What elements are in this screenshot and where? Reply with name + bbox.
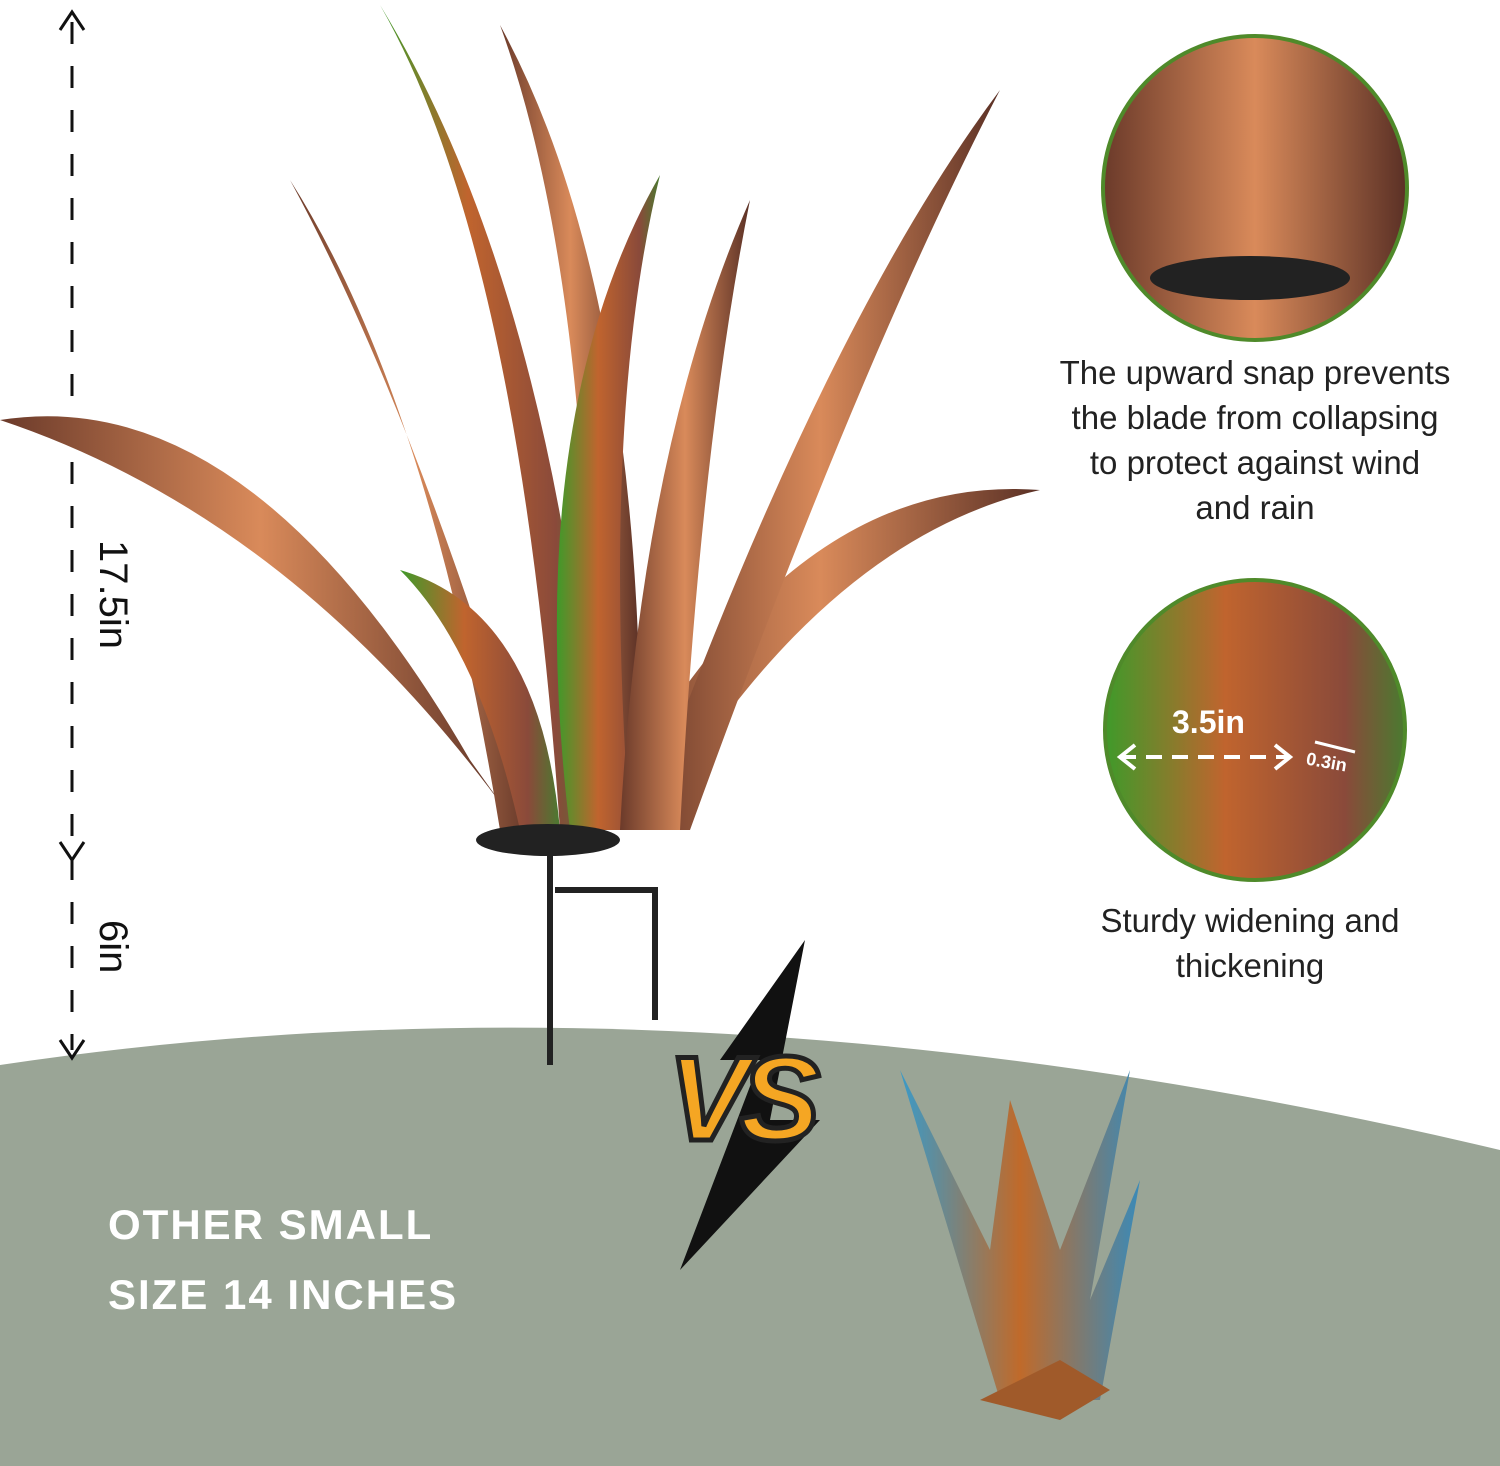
other-product-label: OTHER SMALL SIZE 14 INCHES <box>108 1190 458 1330</box>
caption-line: to protect against wind <box>1089 444 1421 481</box>
caption-line: the blade from collapsing <box>1071 399 1439 436</box>
caption-line: The upward snap prevents <box>1059 354 1451 391</box>
agave-main-image <box>0 5 1040 1065</box>
lightning-icon <box>680 940 820 1270</box>
detail-circle-bottom <box>1103 578 1407 882</box>
height-label: 17.5in <box>91 540 135 649</box>
agave-small-image <box>900 1070 1140 1420</box>
ground-shape <box>0 1027 1500 1466</box>
caption-line: Sturdy widening and <box>1100 902 1400 939</box>
other-line: SIZE 14 INCHES <box>108 1271 459 1318</box>
caption-line: thickening <box>1175 947 1325 984</box>
caption-line: and rain <box>1195 489 1315 526</box>
snap-caption: The upward snap prevents the blade from … <box>1010 350 1500 530</box>
stake-length-label: 6in <box>91 920 135 974</box>
dimension-arrow <box>58 9 86 1061</box>
vs-label: VS <box>665 1030 822 1169</box>
detail-circle-top <box>1101 34 1409 342</box>
width-label: 3.5in <box>1172 704 1245 740</box>
sturdy-caption: Sturdy widening and thickening <box>1010 898 1490 988</box>
other-line: OTHER SMALL <box>108 1201 434 1248</box>
